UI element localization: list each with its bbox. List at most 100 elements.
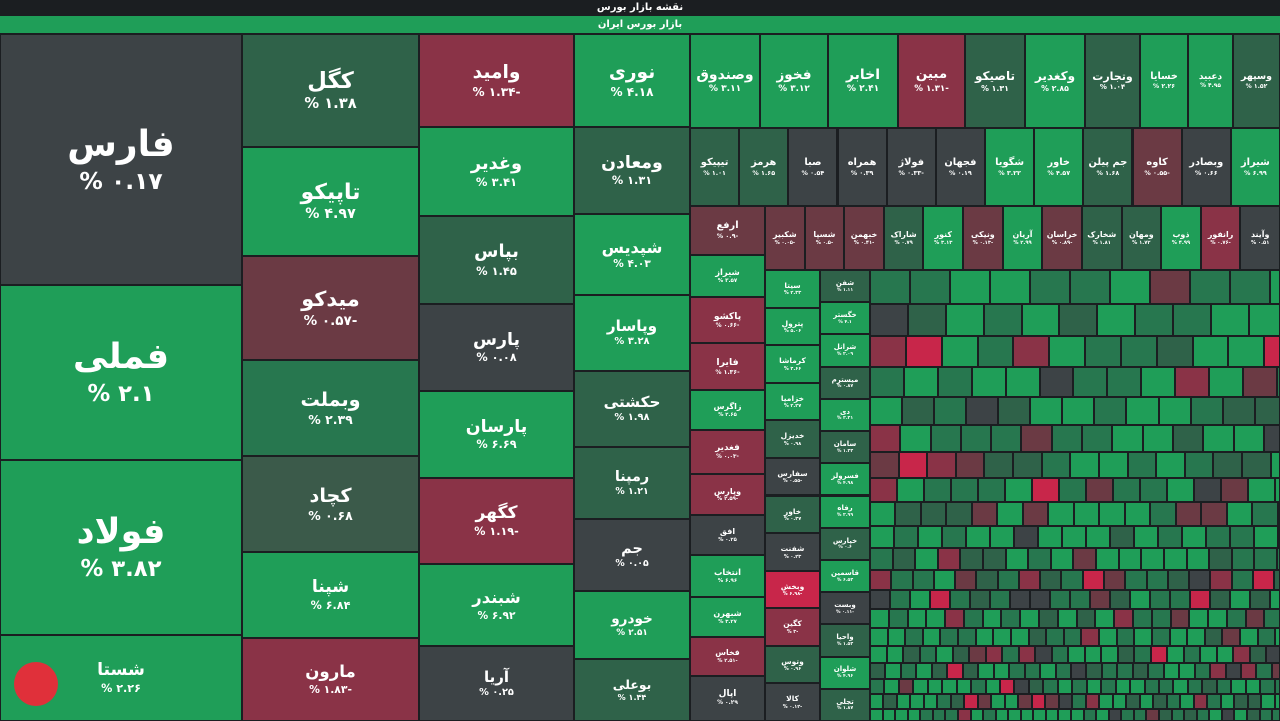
tile[interactable]: وبست -۰.۱۱ % bbox=[820, 592, 870, 625]
small-tile[interactable] bbox=[1189, 609, 1209, 628]
tile[interactable]: وپاسار ۳.۲۸ % bbox=[574, 295, 690, 371]
tile[interactable]: خسایا ۲.۲۶ % bbox=[1140, 34, 1188, 128]
small-tile[interactable] bbox=[995, 708, 1009, 721]
small-tile[interactable] bbox=[971, 367, 1006, 397]
small-tile[interactable] bbox=[1243, 367, 1277, 397]
small-tile[interactable] bbox=[1148, 662, 1164, 679]
small-tile[interactable] bbox=[1130, 589, 1150, 610]
small-tile[interactable] bbox=[1117, 645, 1135, 663]
small-tile[interactable] bbox=[997, 569, 1019, 590]
small-tile[interactable] bbox=[1125, 569, 1147, 590]
small-tile[interactable] bbox=[870, 304, 908, 337]
small-tile[interactable] bbox=[1266, 645, 1280, 663]
small-tile[interactable] bbox=[1082, 425, 1113, 453]
small-tile[interactable] bbox=[870, 336, 906, 368]
tile[interactable]: کنور ۳.۱۳ % bbox=[923, 206, 964, 270]
small-tile[interactable] bbox=[1259, 708, 1273, 721]
tile[interactable]: تاصیکو ۱.۳۱ % bbox=[965, 34, 1025, 128]
small-tile[interactable] bbox=[1028, 678, 1044, 695]
small-tile[interactable] bbox=[898, 678, 914, 695]
small-tile[interactable] bbox=[870, 477, 897, 503]
small-tile[interactable] bbox=[1225, 662, 1241, 679]
tile[interactable]: کگین -۳ % bbox=[765, 608, 820, 646]
small-tile[interactable] bbox=[1084, 645, 1102, 663]
small-tile[interactable] bbox=[1028, 628, 1047, 646]
small-tile[interactable] bbox=[1158, 397, 1191, 426]
small-tile[interactable] bbox=[870, 367, 904, 397]
tile[interactable]: خاور ۴.۵۷ % bbox=[1034, 128, 1084, 206]
small-tile[interactable] bbox=[1166, 694, 1181, 709]
small-tile[interactable] bbox=[932, 708, 946, 721]
small-tile[interactable] bbox=[937, 694, 951, 709]
tile[interactable]: پاکشو -۰.۶۶ % bbox=[690, 297, 765, 343]
small-tile[interactable] bbox=[1183, 645, 1201, 663]
small-tile[interactable] bbox=[984, 452, 1014, 478]
small-tile[interactable] bbox=[956, 678, 972, 695]
small-tile[interactable] bbox=[927, 452, 956, 478]
small-tile[interactable] bbox=[963, 609, 983, 628]
small-tile[interactable] bbox=[1167, 645, 1184, 663]
small-tile[interactable] bbox=[964, 694, 978, 709]
small-tile[interactable] bbox=[1192, 336, 1229, 368]
small-tile[interactable] bbox=[1213, 452, 1242, 478]
small-tile[interactable] bbox=[1184, 452, 1214, 478]
small-tile[interactable] bbox=[1139, 694, 1154, 709]
small-tile[interactable] bbox=[1051, 645, 1069, 663]
small-tile[interactable] bbox=[942, 525, 967, 549]
small-tile[interactable] bbox=[985, 678, 1001, 695]
small-tile[interactable] bbox=[1030, 270, 1070, 304]
tile[interactable]: ذوب ۴.۹۹ % bbox=[1161, 206, 1201, 270]
small-tile[interactable] bbox=[1107, 367, 1142, 397]
small-tile[interactable] bbox=[1201, 502, 1227, 526]
small-tile[interactable] bbox=[1220, 694, 1235, 709]
small-tile[interactable] bbox=[1202, 678, 1217, 695]
small-tile[interactable] bbox=[1275, 628, 1280, 646]
small-tile[interactable] bbox=[1257, 628, 1276, 646]
small-tile[interactable] bbox=[1209, 708, 1222, 721]
small-tile[interactable] bbox=[1096, 548, 1119, 570]
small-tile[interactable] bbox=[1094, 397, 1127, 426]
tile[interactable]: فملی ۲.۱ % bbox=[0, 285, 242, 460]
tile[interactable]: شخارک ۱.۸۱ % bbox=[1081, 206, 1122, 270]
small-tile[interactable] bbox=[955, 569, 977, 590]
small-tile[interactable] bbox=[1167, 569, 1190, 590]
tile[interactable]: فولاد ۳.۸۲ % bbox=[0, 460, 242, 635]
small-tile[interactable] bbox=[1110, 589, 1130, 610]
small-tile[interactable] bbox=[1021, 304, 1060, 337]
small-tile[interactable] bbox=[1124, 502, 1151, 526]
small-tile[interactable] bbox=[1059, 477, 1087, 503]
small-tile[interactable] bbox=[951, 477, 979, 503]
small-tile[interactable] bbox=[1141, 548, 1164, 570]
small-tile[interactable] bbox=[920, 502, 947, 526]
small-tile[interactable] bbox=[1170, 609, 1190, 628]
small-tile[interactable] bbox=[1024, 662, 1041, 679]
small-tile[interactable] bbox=[1171, 708, 1185, 721]
small-tile[interactable] bbox=[1014, 525, 1039, 549]
small-tile[interactable] bbox=[1051, 425, 1083, 453]
small-tile[interactable] bbox=[950, 694, 965, 709]
small-tile[interactable] bbox=[1276, 548, 1280, 570]
small-tile[interactable] bbox=[1150, 502, 1176, 526]
small-tile[interactable] bbox=[1038, 525, 1063, 549]
small-tile[interactable] bbox=[910, 589, 930, 610]
small-tile[interactable] bbox=[1046, 628, 1064, 646]
small-tile[interactable] bbox=[1002, 645, 1019, 663]
small-tile[interactable] bbox=[1153, 694, 1167, 709]
small-tile[interactable] bbox=[1209, 367, 1243, 397]
small-tile[interactable] bbox=[1210, 569, 1232, 590]
small-tile[interactable] bbox=[1189, 569, 1211, 590]
tile[interactable]: پترول ۵.۰۶ % bbox=[765, 307, 820, 346]
tile[interactable]: وبخش -۶.۹۸ % bbox=[765, 570, 820, 609]
small-tile[interactable] bbox=[1018, 694, 1032, 709]
small-tile[interactable] bbox=[1070, 662, 1087, 679]
small-tile[interactable] bbox=[958, 628, 976, 646]
small-tile[interactable] bbox=[1233, 425, 1264, 453]
small-tile[interactable] bbox=[1028, 548, 1051, 570]
small-tile[interactable] bbox=[1082, 569, 1104, 590]
tile[interactable]: شپدیس ۴.۰۳ % bbox=[574, 214, 690, 295]
small-tile[interactable] bbox=[1158, 525, 1183, 549]
small-tile[interactable] bbox=[1086, 662, 1102, 679]
small-tile[interactable] bbox=[1132, 662, 1149, 679]
small-tile[interactable] bbox=[1018, 569, 1041, 590]
tile[interactable]: پارس ۰.۰۸ % bbox=[419, 304, 574, 391]
